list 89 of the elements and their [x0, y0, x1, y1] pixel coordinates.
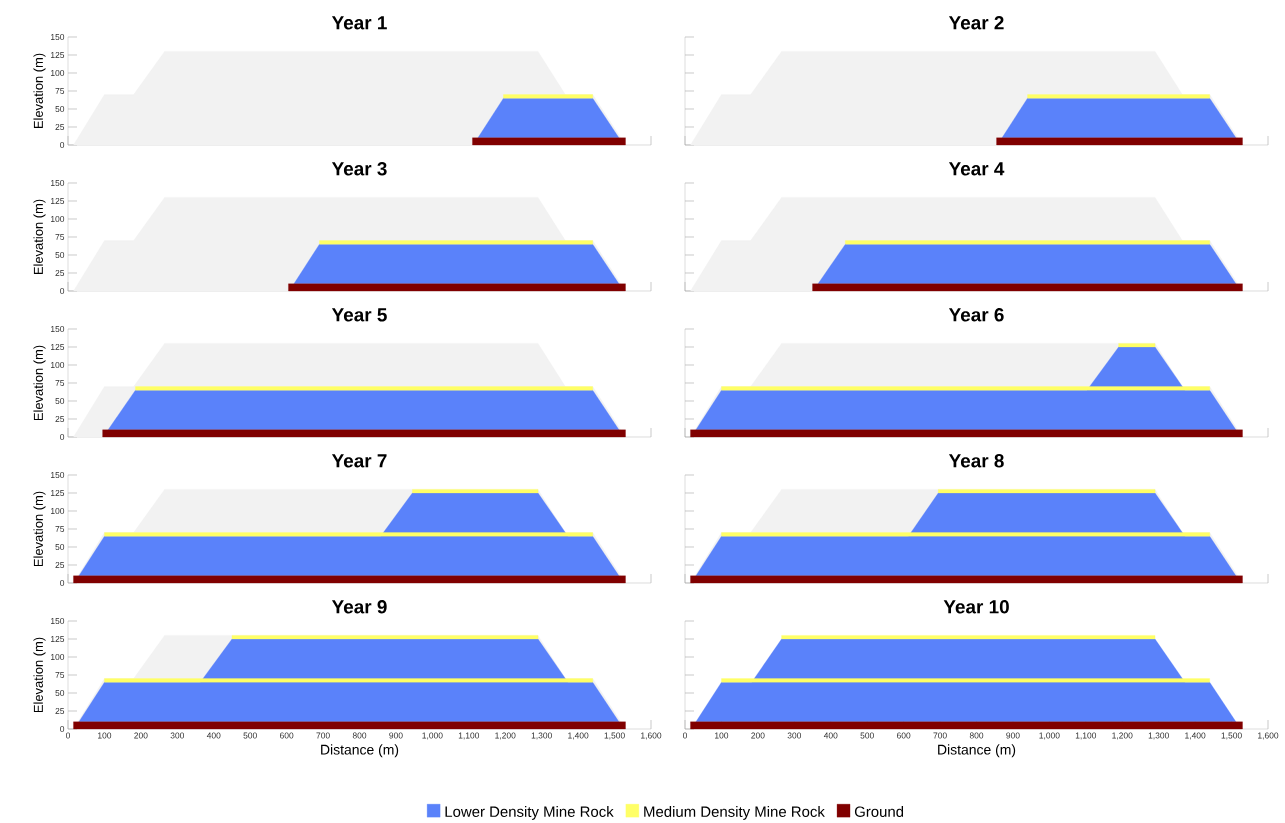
y-tick-label: 25 [55, 124, 65, 130]
y-tick-label: 0 [60, 288, 65, 294]
y-tick-label: 25 [55, 270, 65, 276]
x-tick-label: 800 [352, 732, 367, 739]
x-axis-title: Distance (m) [321, 744, 399, 758]
y-tick-label: 150 [50, 34, 65, 40]
y-axis-title: Elevation (m) [33, 199, 46, 275]
x-tick-label: 200 [751, 732, 765, 739]
chart-title: Year 8 [948, 454, 1004, 468]
y-axis-title: Elevation (m) [33, 345, 46, 421]
x-tick-label: 1,500 [1221, 732, 1242, 740]
y-tick-label: 100 [50, 508, 65, 514]
y-tick-label: 125 [50, 198, 65, 204]
y-tick-label: 100 [50, 216, 65, 222]
x-tick-label: 1,400 [1185, 732, 1206, 740]
y-axis-title: Elevation (m) [33, 491, 46, 567]
x-tick-label: 1,100 [1075, 732, 1097, 740]
x-tick-label: 1,400 [568, 732, 589, 740]
x-tick-label: 1,000 [422, 732, 443, 740]
y-tick-label: 125 [50, 52, 65, 58]
x-tick-label: 1,100 [458, 732, 480, 740]
y-tick-label: 50 [55, 106, 65, 112]
x-tick-label: 500 [243, 732, 257, 739]
chart-title: Year 2 [948, 16, 1004, 30]
chart-title: Year 7 [331, 454, 387, 468]
legend-label: Ground [854, 806, 904, 817]
x-tick-label: 100 [98, 732, 112, 739]
y-tick-label: 125 [50, 344, 65, 350]
x-tick-label: 1,600 [1258, 732, 1279, 740]
y-tick-label: 100 [50, 362, 65, 368]
x-tick-label: 300 [787, 732, 802, 739]
x-tick-label: 300 [170, 732, 185, 739]
x-tick-label: 700 [933, 732, 947, 739]
y-axis-title: Elevation (m) [33, 53, 46, 129]
x-tick-label: 200 [134, 732, 148, 739]
y-tick-label: 125 [50, 636, 65, 642]
y-tick-label: 50 [55, 544, 65, 550]
x-tick-label: 900 [1006, 732, 1020, 739]
x-tick-label: 1,500 [604, 732, 625, 740]
y-tick-label: 0 [60, 726, 65, 732]
x-tick-label: 600 [280, 732, 294, 739]
x-tick-label: 900 [389, 732, 403, 739]
y-tick-label: 150 [50, 180, 65, 186]
legend-label: Medium Density Mine Rock [644, 806, 825, 820]
y-tick-label: 100 [50, 654, 65, 660]
y-tick-label: 150 [50, 618, 65, 624]
y-tick-label: 50 [55, 690, 65, 696]
x-tick-label: 1,000 [1039, 732, 1060, 740]
y-tick-label: 25 [55, 708, 65, 714]
x-tick-label: 0 [65, 732, 71, 739]
x-tick-label: 0 [682, 732, 688, 739]
y-tick-label: 25 [55, 416, 65, 422]
x-tick-label: 400 [823, 732, 838, 739]
y-tick-label: 150 [50, 472, 65, 478]
y-tick-label: 100 [50, 70, 65, 76]
y-tick-label: 25 [55, 562, 65, 568]
y-tick-label: 75 [55, 380, 65, 386]
x-tick-label: 400 [206, 732, 221, 739]
chart-title: Year 4 [948, 162, 1005, 176]
chart-title: Year 5 [331, 308, 387, 322]
x-tick-label: 100 [715, 732, 729, 739]
chart-title: Year 1 [331, 16, 387, 30]
y-tick-label: 50 [55, 252, 65, 258]
y-tick-label: 125 [50, 490, 65, 496]
chart-title: Year 3 [331, 162, 387, 176]
x-tick-label: 1,200 [495, 732, 516, 740]
chart-title: Year 9 [331, 600, 387, 614]
legend-label: Lower Density Mine Rock [445, 806, 614, 820]
y-axis-title: Elevation (m) [33, 637, 46, 713]
x-tick-label: 1,300 [1148, 732, 1169, 740]
y-tick-label: 75 [55, 672, 65, 678]
y-tick-label: 75 [55, 234, 65, 240]
y-tick-label: 150 [50, 326, 65, 332]
x-tick-label: 1,300 [531, 732, 552, 740]
x-tick-label: 800 [969, 732, 984, 739]
x-tick-label: 600 [897, 732, 911, 739]
y-tick-label: 75 [55, 526, 65, 532]
y-tick-label: 75 [55, 88, 65, 94]
chart-title: Year 6 [948, 308, 1004, 322]
x-tick-label: 1,200 [1112, 732, 1133, 740]
y-tick-label: 0 [60, 434, 65, 440]
y-tick-label: 0 [60, 580, 65, 586]
x-axis-title: Distance (m) [938, 744, 1016, 758]
chart-title: Year 10 [943, 600, 1009, 614]
y-tick-label: 0 [60, 142, 65, 148]
x-tick-label: 700 [316, 732, 330, 739]
y-tick-label: 50 [55, 398, 65, 404]
x-tick-label: 500 [860, 732, 874, 739]
x-tick-label: 1,600 [641, 732, 662, 740]
